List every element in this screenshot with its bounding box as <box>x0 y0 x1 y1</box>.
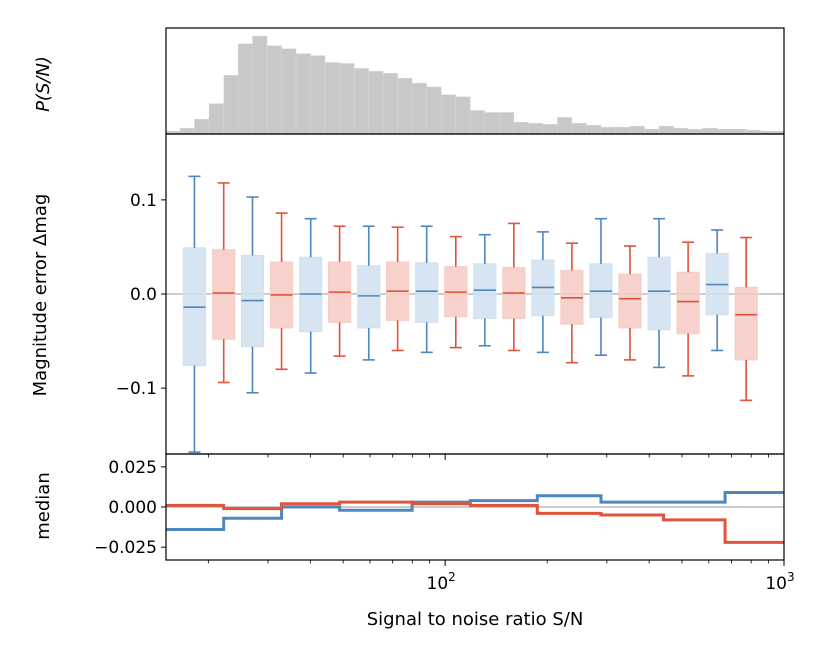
box-iqr <box>212 249 236 340</box>
histogram-bar <box>252 35 268 135</box>
x-tick-label: 102 <box>427 570 456 594</box>
histogram-bar <box>324 62 340 135</box>
y-tick-label: 0.1 <box>130 191 157 211</box>
histogram-bar <box>295 53 311 135</box>
box-plot <box>502 222 526 352</box>
box-plot <box>357 225 381 361</box>
histogram-bar <box>513 122 529 135</box>
histogram-bar <box>426 86 442 135</box>
y-tick-label: −0.1 <box>116 379 157 399</box>
histogram-bar <box>281 48 297 135</box>
histogram-bar <box>441 94 457 135</box>
box-iqr <box>473 263 497 320</box>
box-iqr <box>734 286 758 361</box>
box-plot <box>269 212 294 371</box>
median-step-line <box>166 491 784 531</box>
histogram-bar <box>411 82 427 135</box>
histogram-bar <box>455 96 471 135</box>
histogram-bar <box>557 117 573 135</box>
box-plot <box>618 245 642 361</box>
box-plot <box>647 217 671 369</box>
histogram-bar <box>339 63 355 135</box>
histogram-bar <box>615 126 631 135</box>
histogram-bar <box>194 119 210 135</box>
histogram-bar <box>571 123 587 135</box>
box-iqr <box>415 262 439 323</box>
histogram-bar <box>542 123 558 135</box>
y-tick-label: 0.000 <box>108 498 157 518</box>
box-plot <box>734 236 758 402</box>
histogram-bar <box>368 71 384 135</box>
box-plot <box>299 217 323 374</box>
box-plot <box>705 229 729 352</box>
box-iqr <box>647 256 671 331</box>
histogram-bar <box>484 112 500 135</box>
histogram-bar <box>586 124 602 135</box>
x-tick-label: 103 <box>765 570 794 594</box>
box-plot <box>560 242 584 364</box>
histogram-bar <box>499 112 515 135</box>
box-plot <box>473 233 497 347</box>
median-y-label: median <box>33 472 54 539</box>
box-iqr <box>676 271 700 335</box>
histogram-bar <box>470 110 485 135</box>
histogram-bar <box>687 128 703 135</box>
histogram-bar <box>179 127 195 135</box>
y-tick-label: 0.025 <box>108 458 157 478</box>
box-plot <box>240 196 265 394</box>
histogram-bar <box>208 103 224 135</box>
histogram-bar <box>310 55 326 135</box>
histogram-bar <box>237 43 253 135</box>
histogram-bar <box>382 73 398 135</box>
box-plot <box>589 217 613 356</box>
histogram-bar <box>397 77 413 135</box>
histogram-bar <box>716 128 732 135</box>
box-plot <box>327 225 352 357</box>
magnitude-error-panel: −0.1 0.0 0.1 <box>116 133 785 460</box>
median-step-line <box>166 500 784 544</box>
box-iqr <box>618 273 642 329</box>
histogram-bar <box>528 123 544 135</box>
box-plot <box>212 182 236 384</box>
histogram-bar <box>658 125 674 135</box>
histogram-bar <box>644 128 660 135</box>
box-plot <box>182 175 207 453</box>
histogram-bar <box>673 127 689 135</box>
box-plot <box>444 235 468 349</box>
y-tick-label: −0.025 <box>94 538 157 558</box>
histogram-bar <box>629 125 645 135</box>
box-iqr <box>357 265 381 329</box>
histogram-bar <box>266 45 282 135</box>
box-plot <box>415 225 439 354</box>
box-plot <box>531 231 555 354</box>
histogram-bar <box>731 128 747 135</box>
median-panel: −0.025 0.000 0.025 102 103 <box>94 453 795 594</box>
histogram-bar <box>223 74 239 135</box>
histogram-bar <box>354 68 369 135</box>
histogram-bar <box>702 127 718 135</box>
box-plot <box>676 241 700 377</box>
histogram-panel <box>165 27 785 135</box>
histogram-bar <box>600 126 616 135</box>
histogram-y-label: P(S/N) <box>33 56 54 112</box>
y-tick-label: 0.0 <box>130 285 157 305</box>
magnitude-error-y-label: Magnitude error Δmag <box>30 194 51 397</box>
x-axis-label: Signal to noise ratio S/N <box>367 609 584 630</box>
box-plot <box>386 226 410 352</box>
